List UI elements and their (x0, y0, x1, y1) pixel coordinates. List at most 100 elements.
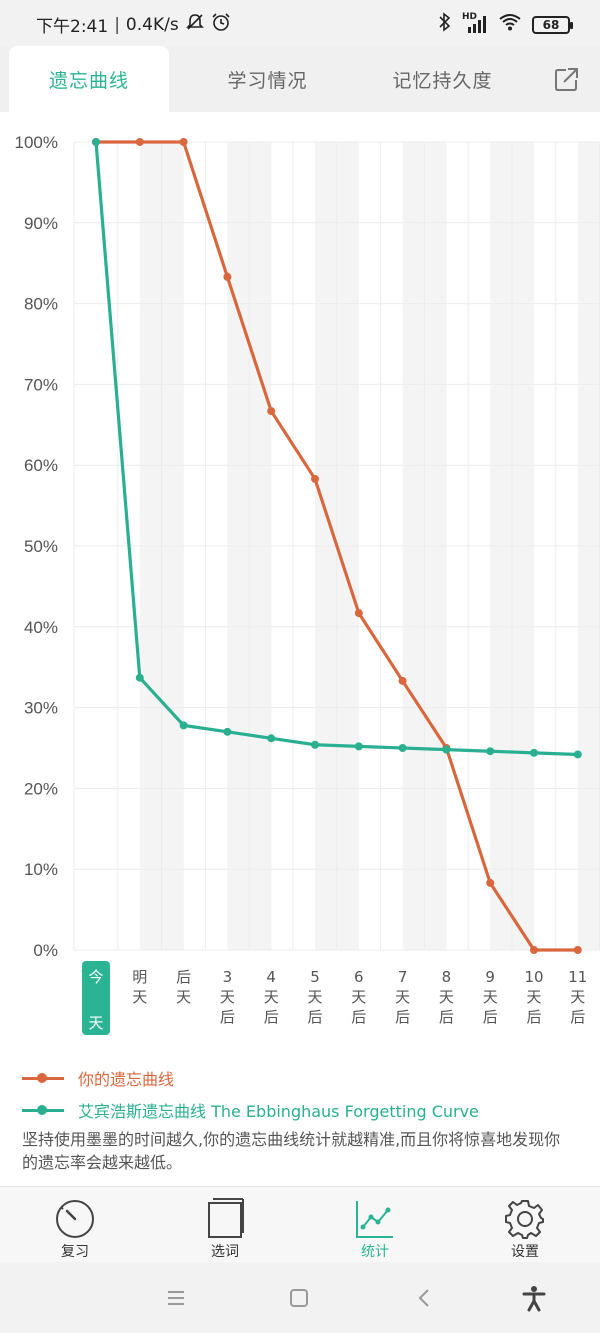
series-point-1 (530, 748, 538, 757)
share-icon[interactable] (554, 66, 580, 92)
legend-item-ebbinghaus: 艾宾浩斯遗忘曲线 The Ebbinghaus Forgetting Curve (22, 1094, 582, 1126)
series-point-1 (354, 742, 363, 751)
x-tick-label: 后 (264, 1008, 279, 1026)
series-point-1 (486, 747, 495, 756)
stats-chart-icon (356, 1201, 393, 1238)
series-point-1 (573, 750, 582, 759)
nav-stats[interactable]: 统计 (315, 1187, 435, 1263)
y-tick-label: 30% (24, 699, 58, 718)
bluetooth-icon (438, 12, 452, 37)
series-point-0 (135, 138, 144, 146)
x-tick-label: 11 (568, 968, 587, 986)
x-tick-label: 后 (439, 1008, 454, 1026)
x-tick-label: 9 (485, 968, 495, 986)
x-tick-label: 天 (264, 988, 279, 1006)
today-highlight (82, 961, 110, 1035)
series-point-1 (135, 673, 144, 682)
signal-hd-label: HD (462, 11, 478, 22)
bottom-nav: 复习 选词 统计 设置 (0, 1186, 600, 1262)
x-tick-label: 后 (483, 1008, 498, 1026)
nav-select-words-label: 选词 (211, 1244, 239, 1260)
tab-forgetting-curve[interactable]: 遗忘曲线 (9, 46, 169, 112)
nav-select-words[interactable]: 选词 (165, 1187, 285, 1263)
series-point-0 (311, 474, 319, 483)
x-tick-label: 后 (307, 1008, 322, 1026)
nav-settings-label: 设置 (511, 1244, 539, 1260)
series-point-1 (223, 727, 232, 736)
series-point-0 (530, 946, 538, 954)
accessibility-icon[interactable] (520, 1284, 548, 1312)
series-point-0 (179, 138, 188, 146)
legend-item-user: 你的遗忘曲线 (22, 1062, 582, 1094)
tab-bar: 遗忘曲线 学习情况 记忆持久度 (0, 46, 600, 112)
series-point-0 (486, 878, 495, 887)
x-tick-label: 后 (395, 1008, 410, 1026)
legend-label-user: 你的遗忘曲线 (78, 1070, 175, 1089)
x-tick-label: 天 (220, 988, 235, 1006)
y-tick-label: 70% (24, 375, 58, 394)
series-line-0 (96, 140, 578, 952)
status-divider: | (114, 14, 120, 35)
x-tick-label: 天 (439, 988, 454, 1006)
menu-icon[interactable] (162, 1284, 190, 1312)
y-tick-label: 10% (24, 860, 58, 879)
series-point-1 (92, 138, 100, 146)
chart-svg: 0%10%20%30%40%50%60%70%80%90%100%今天明天后天3… (15, 133, 600, 1035)
series-point-1 (179, 721, 188, 730)
x-tick-label: 今 (88, 968, 103, 986)
gear-icon (505, 1200, 544, 1239)
x-tick-label: 后 (351, 1008, 366, 1026)
x-tick-label: 天 (483, 988, 498, 1006)
series-point-1 (442, 745, 451, 754)
status-speed: 0.4K/s (125, 14, 179, 35)
x-tick-label: 7 (398, 968, 408, 986)
alarm-icon (211, 12, 231, 37)
nav-review-label: 复习 (61, 1244, 89, 1260)
legend-swatch-ebbinghaus (22, 1100, 64, 1120)
nav-review[interactable]: 复习 (15, 1187, 135, 1263)
series-point-0 (267, 407, 276, 416)
signal-icon: HD (462, 11, 488, 35)
series-line-1 (94, 141, 578, 757)
x-tick-label: 10 (524, 968, 543, 986)
home-icon[interactable] (285, 1284, 313, 1312)
series-point-0 (398, 676, 407, 685)
x-tick-label: 明 (132, 968, 147, 986)
series-point-1 (398, 744, 407, 752)
back-icon[interactable] (411, 1284, 439, 1312)
y-tick-label: 0% (33, 941, 58, 960)
legend-swatch-user (22, 1068, 64, 1088)
forgetting-curve-chart: 0% 10% 20% 30% 40% 50% 60% 70% 80% 90% 100% 今天明天后天 3… (0, 112, 600, 1052)
x-tick-label: 天 (307, 988, 322, 1006)
x-tick-label: 4 (266, 968, 276, 986)
x-tick-label: 天 (88, 1014, 103, 1032)
x-tick-label: 天 (570, 988, 585, 1006)
y-tick-label: 90% (24, 214, 58, 233)
wifi-icon (498, 12, 522, 37)
nav-stats-label: 统计 (361, 1244, 389, 1260)
nav-settings[interactable]: 设置 (465, 1187, 585, 1263)
series-point-0 (354, 609, 363, 618)
status-time: 下午2:41 (36, 17, 109, 37)
x-tick-label: 后 (526, 1008, 541, 1026)
series-point-1 (267, 734, 276, 743)
y-tick-label: 20% (24, 779, 58, 798)
system-nav-bar (0, 1262, 600, 1333)
series-point-0 (223, 272, 232, 281)
x-tick-label: 后 (176, 968, 191, 986)
x-tick-label: 天 (132, 988, 147, 1006)
series-point-1 (311, 740, 319, 749)
tab-memory-duration[interactable]: 记忆持久度 (392, 69, 493, 92)
status-bar: 下午2:41 | 0.4K/s HD 68 (0, 0, 600, 46)
tab-study-status[interactable]: 学习情况 (227, 69, 308, 92)
battery-indicator: 68 (532, 15, 573, 34)
x-tick-label: 天 (351, 988, 366, 1006)
legend-label-ebbinghaus: 艾宾浩斯遗忘曲线 The Ebbinghaus Forgetting Curve (78, 1102, 479, 1121)
x-tick-label: 5 (310, 968, 320, 986)
x-tick-label: 天 (176, 988, 191, 1006)
series-point-0 (573, 946, 582, 954)
y-tick-label: 60% (24, 456, 58, 475)
x-tick-label: 8 (442, 968, 452, 986)
x-tick-label: 3 (223, 968, 233, 986)
x-tick-label: 后 (570, 1008, 585, 1026)
